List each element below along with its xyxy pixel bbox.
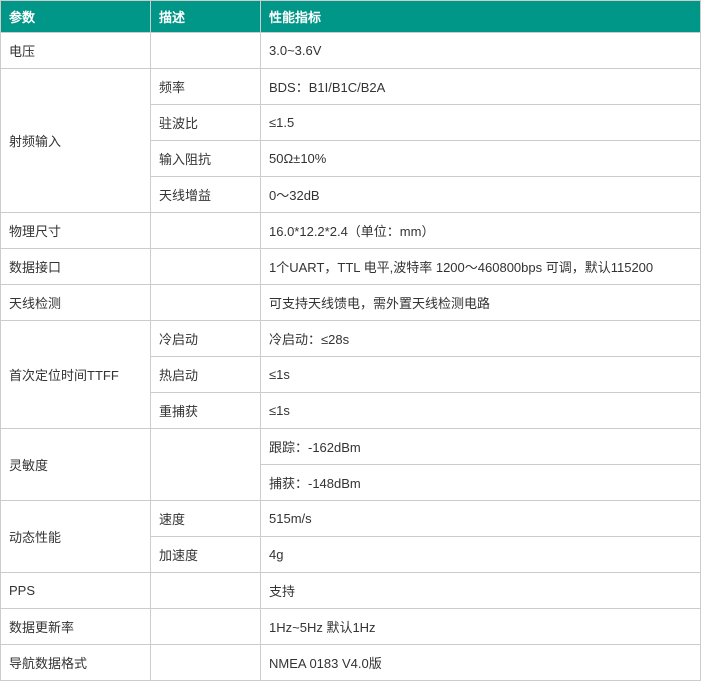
cell-param: 灵敏度 (1, 429, 151, 501)
col-header-spec: 性能指标 (261, 1, 701, 33)
cell-desc (151, 33, 261, 69)
table-row: 电压 3.0~3.6V (1, 33, 701, 69)
cell-spec: 50Ω±10% (261, 141, 701, 177)
cell-param: 电压 (1, 33, 151, 69)
cell-spec: 1个UART，TTL 电平,波特率 1200～460800bps 可调，默认11… (261, 249, 701, 285)
table-row: 导航数据格式 NMEA 0183 V4.0版 (1, 645, 701, 681)
col-header-desc: 描述 (151, 1, 261, 33)
cell-spec: 16.0*12.2*2.4（单位：mm） (261, 213, 701, 249)
cell-desc: 冷启动 (151, 321, 261, 357)
cell-param: 导航数据格式 (1, 645, 151, 681)
cell-desc (151, 285, 261, 321)
cell-spec: 捕获：-148dBm (261, 465, 701, 501)
cell-spec: BDS：B1I/B1C/B2A (261, 69, 701, 105)
table-row: 首次定位时间TTFF 冷启动 冷启动：≤28s (1, 321, 701, 357)
table-row: 天线检测 可支持天线馈电，需外置天线检测电路 (1, 285, 701, 321)
cell-spec: NMEA 0183 V4.0版 (261, 645, 701, 681)
spec-table: 参数 描述 性能指标 电压 3.0~3.6V 射频输入 频率 BDS：B1I/B… (0, 0, 701, 681)
cell-param: PPS (1, 573, 151, 609)
cell-desc: 输入阻抗 (151, 141, 261, 177)
cell-desc: 驻波比 (151, 105, 261, 141)
cell-desc (151, 645, 261, 681)
cell-spec: 跟踪：-162dBm (261, 429, 701, 465)
cell-desc (151, 213, 261, 249)
cell-desc: 热启动 (151, 357, 261, 393)
table-row: 射频输入 频率 BDS：B1I/B1C/B2A (1, 69, 701, 105)
cell-param: 射频输入 (1, 69, 151, 213)
cell-spec: 515m/s (261, 501, 701, 537)
col-header-param: 参数 (1, 1, 151, 33)
cell-spec: 3.0~3.6V (261, 33, 701, 69)
cell-desc (151, 573, 261, 609)
cell-desc (151, 429, 261, 501)
table-row: 灵敏度 跟踪：-162dBm (1, 429, 701, 465)
cell-param: 物理尺寸 (1, 213, 151, 249)
cell-spec: 0～32dB (261, 177, 701, 213)
cell-desc: 频率 (151, 69, 261, 105)
table-row: 数据更新率 1Hz~5Hz 默认1Hz (1, 609, 701, 645)
cell-desc: 速度 (151, 501, 261, 537)
cell-desc (151, 249, 261, 285)
header-row: 参数 描述 性能指标 (1, 1, 701, 33)
cell-desc (151, 609, 261, 645)
cell-spec: 可支持天线馈电，需外置天线检测电路 (261, 285, 701, 321)
cell-spec: 支持 (261, 573, 701, 609)
cell-param: 数据更新率 (1, 609, 151, 645)
cell-param: 数据接口 (1, 249, 151, 285)
cell-spec: ≤1.5 (261, 105, 701, 141)
cell-spec: 冷启动：≤28s (261, 321, 701, 357)
cell-desc: 加速度 (151, 537, 261, 573)
cell-spec: 4g (261, 537, 701, 573)
cell-spec: ≤1s (261, 357, 701, 393)
cell-param: 动态性能 (1, 501, 151, 573)
table-row: 数据接口 1个UART，TTL 电平,波特率 1200～460800bps 可调… (1, 249, 701, 285)
cell-desc: 重捕获 (151, 393, 261, 429)
cell-spec: 1Hz~5Hz 默认1Hz (261, 609, 701, 645)
cell-param: 天线检测 (1, 285, 151, 321)
cell-desc: 天线增益 (151, 177, 261, 213)
table-row: 物理尺寸 16.0*12.2*2.4（单位：mm） (1, 213, 701, 249)
cell-param: 首次定位时间TTFF (1, 321, 151, 429)
table-row: PPS 支持 (1, 573, 701, 609)
table-row: 动态性能 速度 515m/s (1, 501, 701, 537)
cell-spec: ≤1s (261, 393, 701, 429)
